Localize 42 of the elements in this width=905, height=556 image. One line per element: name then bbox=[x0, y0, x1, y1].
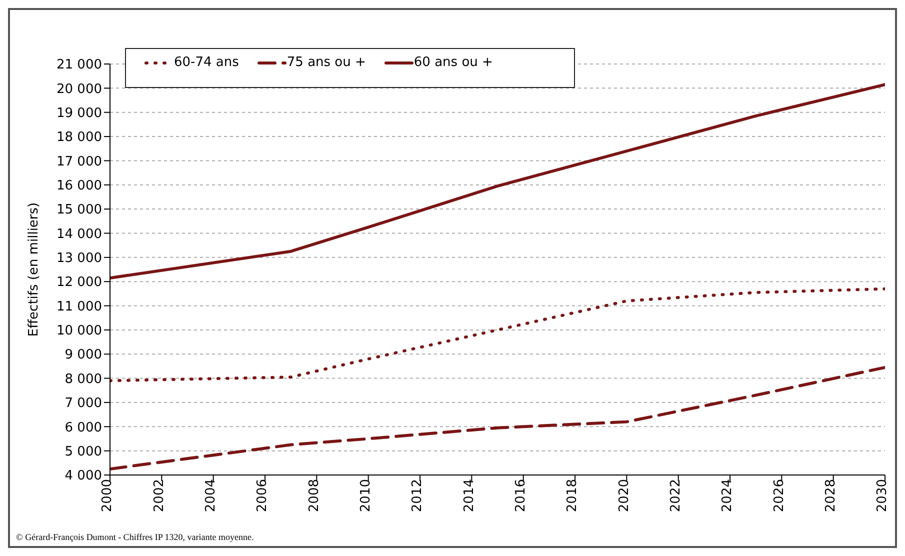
x-tick-label: 2008 bbox=[306, 479, 322, 512]
x-tick-label: 2000 bbox=[100, 479, 116, 512]
y-tick-label: 20 000 bbox=[56, 82, 102, 97]
y-tick-label: 7 000 bbox=[64, 396, 102, 412]
y-tick-label: 13 000 bbox=[56, 251, 102, 266]
y-tick-label: 8 000 bbox=[64, 372, 102, 387]
x-tick-label: 2022 bbox=[668, 479, 684, 512]
x-tick-label: 2030 bbox=[875, 479, 890, 512]
x-tick-label: 2026 bbox=[772, 479, 787, 512]
y-tick-label: 21 000 bbox=[56, 58, 102, 73]
y-tick-label: 19 000 bbox=[56, 106, 102, 121]
y-tick-label: 9 000 bbox=[64, 348, 102, 363]
y-tick-label: 6 000 bbox=[64, 420, 102, 436]
legend-label: 75 ans ou + bbox=[286, 55, 366, 70]
x-tick-label: 2024 bbox=[720, 479, 736, 512]
x-tick-label: 2004 bbox=[204, 479, 219, 512]
legend-label: 60 ans ou + bbox=[414, 55, 493, 70]
x-tick-label: 2006 bbox=[255, 479, 270, 512]
x-tick-label: 2012 bbox=[410, 479, 426, 512]
x-tick-label: 2010 bbox=[358, 479, 374, 512]
x-tick-label: 2020 bbox=[616, 479, 632, 512]
x-tick-label: 2018 bbox=[565, 479, 580, 512]
line-series bbox=[110, 287, 885, 382]
y-tick-label: 15 000 bbox=[56, 202, 102, 218]
line-series bbox=[110, 366, 885, 470]
y-tick-label: 10 000 bbox=[56, 324, 102, 339]
legend-label: 60-74 ans bbox=[174, 55, 239, 70]
text: © Gérard-François Dumont - Chiffres IP 1320, variante moyenne. bbox=[16, 532, 254, 542]
y-tick-label: 5 000 bbox=[64, 444, 102, 460]
y-tick-label: 12 000 bbox=[56, 275, 102, 290]
y-tick-label: 16 000 bbox=[56, 178, 102, 194]
y-axis-title: Effectifs (en milliers) bbox=[26, 202, 42, 337]
x-tick-label: 2028 bbox=[824, 479, 839, 512]
line-series bbox=[110, 83, 885, 280]
y-tick-label: 4 000 bbox=[64, 468, 102, 484]
x-tick-label: 2002 bbox=[152, 479, 167, 512]
x-tick-label: 2014 bbox=[462, 479, 477, 512]
y-tick-label: 18 000 bbox=[56, 130, 102, 146]
x-tick-label: 2016 bbox=[514, 479, 529, 512]
y-tick-label: 17 000 bbox=[56, 154, 102, 170]
y-tick-label: 14 000 bbox=[56, 226, 102, 242]
y-tick-label: 11 000 bbox=[56, 299, 102, 314]
